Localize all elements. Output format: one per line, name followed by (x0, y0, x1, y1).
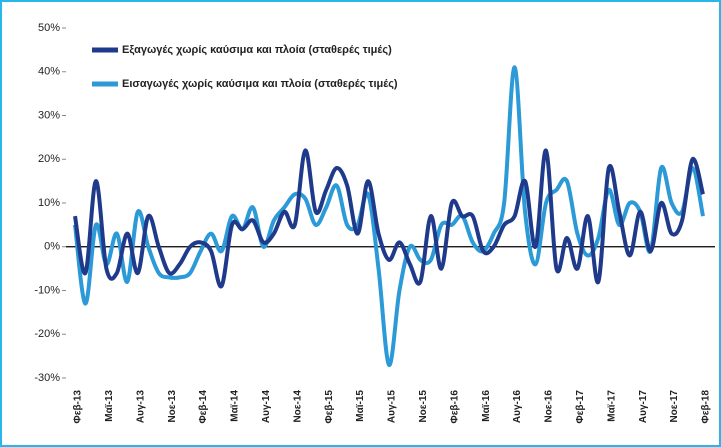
x-tick-label: Νοε-13 (167, 390, 178, 423)
series-line (73, 65, 705, 367)
x-tick-label: Νοε-14 (292, 390, 303, 423)
x-tick-label: Αυγ-13 (135, 390, 146, 423)
x-tick-label: Φεβ-15 (324, 390, 335, 424)
y-tick-label: -30% (34, 372, 60, 384)
x-tick-label: Φεβ-14 (198, 390, 209, 424)
legend-label: Εισαγωγές χωρίς καύσιμα και πλοία (σταθε… (122, 78, 398, 90)
x-tick-label: Φεβ-13 (73, 390, 84, 424)
x-tick-label: Μαϊ-15 (355, 390, 366, 422)
x-tick-label: Μαϊ-16 (481, 390, 492, 422)
x-tick-label: Φεβ-16 (449, 390, 460, 424)
x-tick-label: Αυγ-15 (387, 390, 398, 423)
x-tick-label: Αυγ-14 (261, 390, 272, 423)
x-tick-label: Μαϊ-14 (230, 390, 241, 422)
series-line (73, 148, 705, 289)
x-tick-label: Μαϊ-13 (104, 390, 115, 422)
y-tick-label: 20% (38, 153, 60, 165)
x-tick-label: Νοε-15 (418, 390, 429, 423)
x-tick-label: Αυγ-16 (512, 390, 523, 423)
x-tick-label: Νοε-16 (544, 390, 555, 423)
legend-label: Εξαγωγές χωρίς καύσιμα και πλοία (σταθερ… (122, 44, 392, 56)
y-tick-label: 30% (38, 109, 60, 121)
y-tick-label: -20% (34, 328, 60, 340)
y-tick-label: 10% (38, 197, 60, 209)
x-tick-label: Φεβ-17 (575, 390, 586, 424)
y-tick-label: 0% (44, 241, 60, 253)
x-tick-label: Αυγ-17 (638, 390, 649, 423)
x-tick-label: Φεβ-18 (701, 390, 712, 424)
y-tick-label: -10% (34, 284, 60, 296)
y-tick-label: 40% (38, 66, 60, 78)
y-tick-label: 50% (38, 22, 60, 34)
x-tick-label: Μαϊ-17 (606, 390, 617, 422)
x-tick-label: Νοε-17 (669, 390, 680, 423)
